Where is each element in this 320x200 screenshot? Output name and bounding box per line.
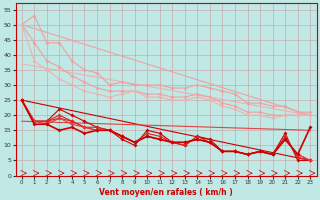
X-axis label: Vent moyen/en rafales ( km/h ): Vent moyen/en rafales ( km/h ) — [99, 188, 233, 197]
